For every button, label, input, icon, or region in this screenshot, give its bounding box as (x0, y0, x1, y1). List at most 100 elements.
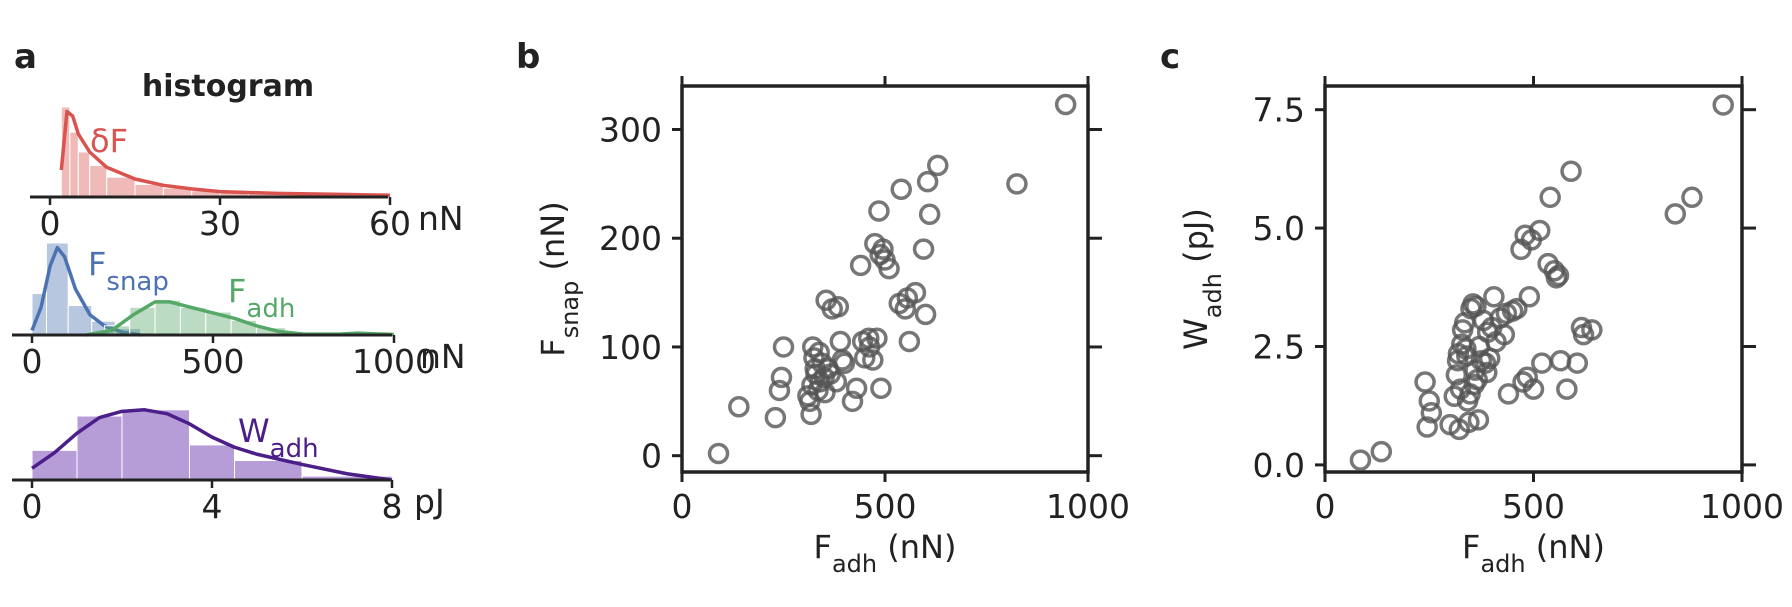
series-label-sub: adh (246, 294, 295, 324)
data-point (868, 200, 890, 222)
data-point (1445, 364, 1468, 386)
series-label-sub: adh (270, 434, 319, 464)
y-axis-label: Wadh (pJ) (1177, 208, 1227, 350)
data-point (858, 327, 880, 350)
x-axis-label: Fadh (nN) (1462, 528, 1605, 578)
series-label: Fsnap (88, 245, 169, 297)
unit-label: nN (418, 199, 464, 238)
data-point (1474, 352, 1497, 374)
data-point (768, 379, 791, 402)
y-axis-label-main: F (534, 338, 572, 356)
data-point (1522, 378, 1545, 400)
x-tick-label: 0 (40, 204, 61, 243)
data-point (1462, 293, 1484, 315)
data-point (1581, 319, 1603, 341)
hist-bar (69, 131, 79, 198)
data-point (800, 403, 822, 426)
panel-a-label: a (14, 37, 37, 77)
data-point (898, 330, 921, 353)
y-tick-label: 200 (599, 219, 662, 258)
x-tick-label: 8 (382, 487, 403, 526)
unit-label: nN (420, 337, 466, 376)
y-axis-label-unit: (nN) (534, 201, 572, 280)
panel-b-label: b (516, 37, 540, 77)
y-tick-label: 2.5 (1253, 327, 1305, 366)
series-label-main: F (228, 272, 246, 310)
x-axis-label-main: F (1462, 528, 1480, 566)
hist-bar (129, 306, 156, 336)
data-point (890, 178, 912, 201)
hist-bar (77, 151, 91, 198)
x-tick-label: 0 (1315, 487, 1336, 526)
data-point (870, 377, 892, 400)
data-point (1664, 203, 1687, 225)
kde-line (59, 109, 391, 197)
data-point (1458, 411, 1480, 434)
data-point (927, 154, 949, 177)
x-tick-label: 1000 (352, 342, 436, 381)
x-axis-label: Fadh (nN) (814, 528, 957, 578)
data-point (1516, 366, 1538, 389)
hist-bar (121, 409, 190, 481)
x-axis-label-sub: adh (1480, 550, 1525, 578)
data-point (894, 298, 917, 320)
x-tick-label: 60 (369, 204, 411, 243)
data-point (707, 442, 730, 465)
x-axis-label-unit: (nN) (877, 528, 956, 566)
data-point (1531, 352, 1553, 374)
data-point (764, 406, 787, 429)
data-point (1547, 264, 1570, 287)
hist-bar (154, 299, 181, 336)
y-axis-label-sub: snap (556, 281, 584, 339)
data-point (1455, 338, 1477, 360)
series-label: δF (90, 122, 128, 160)
panel-c-label: c (1160, 37, 1180, 77)
data-point (1054, 93, 1077, 116)
data-point (770, 366, 793, 389)
data-point (845, 377, 868, 400)
x-axis-label-sub: adh (832, 550, 877, 578)
data-point (872, 238, 894, 260)
data-point (827, 295, 850, 318)
data-point (1493, 323, 1516, 346)
hist-bar (89, 165, 108, 198)
data-point (1467, 409, 1490, 431)
data-point (1414, 371, 1436, 393)
data-point (1006, 173, 1028, 195)
y-axis-label-sub: adh (1199, 273, 1227, 318)
plot-frame (1323, 84, 1744, 474)
data-point (918, 203, 941, 226)
data-point (1349, 449, 1372, 471)
x-tick-label: 30 (199, 204, 241, 243)
hist-bar (134, 183, 164, 198)
y-tick-label: 7.5 (1253, 91, 1305, 130)
data-point (914, 303, 937, 326)
data-point (849, 254, 872, 277)
series-label: Fadh (228, 272, 295, 324)
data-point (1529, 219, 1551, 242)
y-tick-label: 0.0 (1253, 446, 1305, 485)
series-label-main: F (88, 245, 106, 283)
data-point (825, 371, 848, 393)
data-point (866, 327, 888, 350)
data-point (1712, 94, 1734, 116)
series-label: Wadh (238, 412, 319, 464)
x-tick-label: 500 (854, 487, 917, 526)
y-axis-label: Fsnap (nN) (534, 201, 584, 356)
y-tick-label: 0 (641, 437, 662, 476)
y-tick-label: 300 (599, 110, 662, 149)
x-axis-label-main: F (814, 528, 832, 566)
y-axis-label-main: W (1177, 318, 1215, 350)
x-tick-label: 0 (672, 487, 693, 526)
series-label-main: δF (90, 122, 128, 160)
series-label-main: W (238, 412, 270, 450)
data-point (833, 352, 856, 375)
x-tick-label: 500 (182, 342, 245, 381)
data-point (728, 396, 750, 418)
data-point (916, 170, 939, 193)
scatter-panel-c: 0 500 1000 0.0 2.5 5.0 7.5 Fadh (nN) Wadh (pJ) (1177, 76, 1784, 578)
data-point (1556, 378, 1578, 400)
